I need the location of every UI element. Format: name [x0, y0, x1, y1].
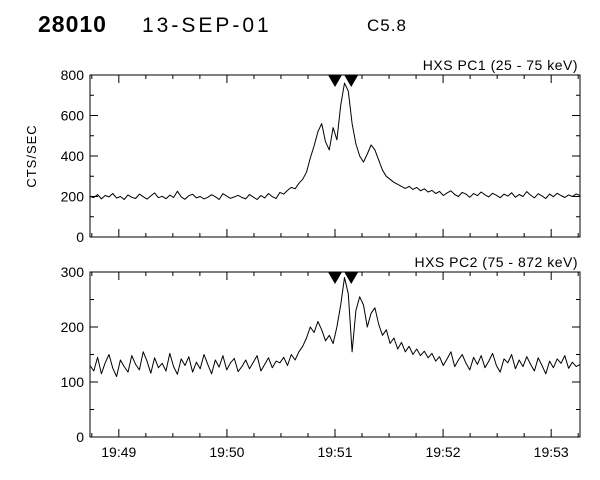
- observation-id: 28010: [38, 11, 107, 37]
- pc1-title: HXS PC1 (25 - 75 keV): [423, 57, 578, 73]
- pc1-plot-contents: [89, 74, 581, 238]
- cts-per-sec-axis-label: CTS/SEC: [24, 124, 39, 187]
- x-tick-label: 19:51: [317, 444, 352, 460]
- peak-marker-triangle-icon: [344, 272, 359, 284]
- peak-marker-triangle-icon: [344, 75, 359, 87]
- y-tick-label: 100: [61, 374, 85, 390]
- y-tick-label: 400: [61, 148, 85, 164]
- y-tick-label: 0: [76, 429, 84, 445]
- peak-marker-triangle-icon: [328, 272, 342, 284]
- y-tick-label: 600: [61, 108, 85, 124]
- goes-class-label: C5.8: [367, 16, 407, 35]
- panel-pc1: HXS PC1 (25 - 75 keV) CTS/SEC 0 200 400 …: [24, 57, 581, 245]
- y-tick-label: 0: [76, 229, 84, 245]
- pc2-series-line: [89, 277, 581, 377]
- x-tick-label: 19:52: [425, 444, 460, 460]
- x-tick-label: 19:49: [101, 444, 136, 460]
- panel-pc2: HXS PC2 (75 - 872 keV) 0 100 200 300 19:…: [61, 254, 581, 460]
- y-tick-label: 200: [61, 189, 85, 205]
- pc2-plot-frame: [89, 271, 581, 438]
- y-tick-label: 800: [61, 67, 85, 83]
- pc1-plot-frame: [89, 74, 581, 238]
- pc2-title: HXS PC2 (75 - 872 keV): [414, 254, 578, 270]
- x-tick-label: 19:50: [209, 444, 244, 460]
- pc1-series-line: [89, 82, 581, 200]
- x-tick-label: 19:53: [534, 444, 569, 460]
- pc2-plot-contents: [89, 271, 581, 438]
- y-tick-label: 200: [61, 319, 85, 335]
- y-tick-label: 300: [61, 264, 85, 280]
- observation-date: 13-SEP-01: [142, 14, 272, 37]
- peak-marker-triangle-icon: [328, 75, 342, 87]
